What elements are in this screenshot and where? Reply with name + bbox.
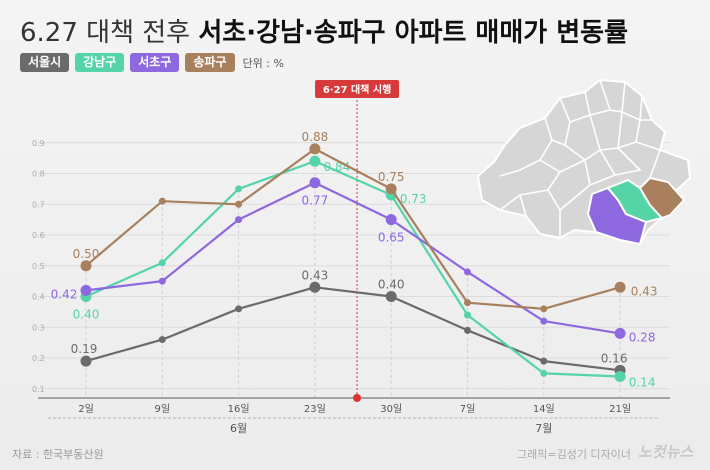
data-point [80,284,92,296]
event-marker [353,394,362,402]
series-line [85,147,621,310]
x-tick-label: 7일 [460,403,476,415]
source-note: 자료 : 한국부동산원 [12,448,104,461]
data-label: 0.28 [629,330,656,344]
data-label: 0.50 [73,247,100,261]
data-label: 0.16 [601,351,628,365]
legend-item-seoul: 서울시 [20,53,70,72]
series-line [85,181,621,335]
series-line [85,160,621,378]
data-point [614,281,626,293]
data-point [540,317,548,325]
x-tick-label: 14일 [533,403,555,415]
x-tick-label: 9일 [155,403,171,415]
legend-item-seocho: 서초구 [130,53,180,72]
data-label: 0.65 [378,231,405,245]
district-borders [499,79,661,238]
brand-logo-text: 노컷뉴스 [638,443,694,461]
data-label: 0.75 [378,170,405,184]
data-label: 0.40 [73,308,100,322]
y-tick-label: 0.4 [32,293,45,302]
data-label: 0.42 [51,287,78,301]
data-point [385,291,397,303]
legend: 서울시 강남구 서초구 송파구 단위 : % [20,53,284,72]
chart-title: 6.27 대책 전후 서초·강남·송파구 아파트 매매가 변동률 [20,12,628,49]
data-point [309,155,321,167]
title-prefix: 6.27 대책 전후 [20,18,191,48]
y-tick-label: 0.8 [32,170,45,179]
data-label: 0.40 [378,278,405,292]
data-label: 0.73 [400,192,427,206]
songpa-district [638,176,686,220]
y-tick-label: 0.7 [32,200,45,209]
data-point [235,305,243,313]
y-tick-label: 0.6 [32,231,45,240]
data-point [464,326,471,334]
data-point [540,305,548,313]
data-point [235,216,243,224]
graphic-credit: 그래픽=김성기 디자이너 [517,448,631,461]
y-tick-label: 0.3 [32,323,45,332]
data-point [385,183,397,195]
data-point [158,336,166,344]
y-tick-label: 0.5 [32,262,45,271]
unit-label: 단위 : % [242,56,284,70]
data-point [80,355,92,367]
legend-item-songpa: 송파구 [185,53,235,72]
data-point [614,370,626,382]
event-label: 6·27 대책 시행 [323,83,391,96]
y-tick-label: 0.1 [32,385,45,394]
y-tick-label: 0.9 [32,139,45,148]
data-point [309,143,321,155]
x-tick-label: 23일 [304,403,326,415]
data-point [464,311,471,319]
series-line [85,286,621,372]
data-point [158,259,166,267]
data-point [235,200,243,208]
data-point [464,268,471,276]
data-label: 0.88 [302,130,329,144]
data-label: 0.14 [629,375,656,389]
x-tick-label: 30일 [380,403,402,415]
event-label-box [315,80,400,98]
y-tick-label: 0.2 [32,354,45,363]
data-point [309,177,321,189]
x-tick-label: 16일 [228,403,250,415]
seoul-map-shape [476,78,692,246]
data-point [385,214,397,226]
legend-item-gangnam: 강남구 [75,53,125,72]
x-tick-label: 21일 [609,403,631,415]
data-point [309,281,321,293]
data-point [158,277,166,285]
data-label: 0.19 [71,342,98,356]
month-label: 6월 [230,422,247,435]
data-point [540,357,548,365]
data-label: 0.77 [302,194,329,208]
data-label: 0.43 [631,284,658,298]
data-label: 0.43 [302,268,329,282]
data-point [80,260,92,272]
data-point [158,197,166,205]
title-main: 서초·강남·송파구 아파트 매매가 변동률 [198,18,629,48]
data-point [540,369,548,377]
x-tick-label: 2일 [78,403,94,415]
data-point [614,327,626,339]
data-point [235,185,243,193]
month-label: 7월 [535,422,552,435]
data-point [464,299,471,307]
